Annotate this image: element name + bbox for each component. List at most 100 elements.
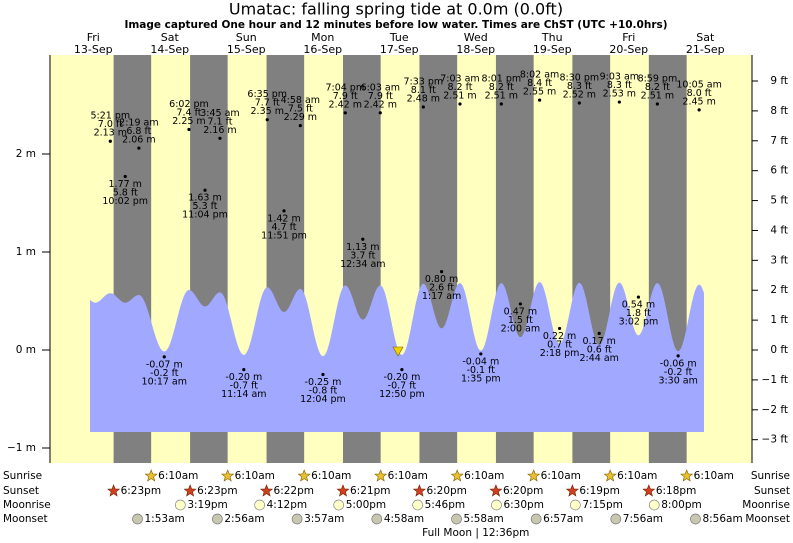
tide-point xyxy=(499,102,503,106)
tide-label: 0.47 m xyxy=(504,306,537,317)
row-label: Sunset xyxy=(754,485,790,497)
sunset-icon xyxy=(107,484,121,497)
sunset-icon xyxy=(336,484,350,497)
moonrise-icon xyxy=(412,499,423,511)
y2-tick-label: 7 ft xyxy=(770,135,788,147)
tide-label: -0.8 ft xyxy=(309,386,338,397)
tide-label: 6.8 ft xyxy=(126,126,151,137)
sunset-time: 6:19pm xyxy=(579,485,619,497)
tide-label: 8:02 am xyxy=(520,70,559,81)
sunrise-icon xyxy=(221,469,235,482)
tide-label: -0.2 ft xyxy=(150,368,179,379)
sunrise-icon xyxy=(603,469,617,482)
current-marker xyxy=(392,346,404,357)
tide-point xyxy=(265,118,269,122)
sunset-time: 6:23pm xyxy=(197,485,237,497)
tide-point xyxy=(162,355,166,359)
moonrise-time: 4:12pm xyxy=(267,499,307,511)
tide-label: 10:02 pm xyxy=(102,196,148,207)
tide-label: 2:44 am xyxy=(579,353,618,364)
sunrise-icon xyxy=(527,469,541,482)
y2-tick-label: 8 ft xyxy=(770,105,788,117)
sunrise-time: 6:10am xyxy=(235,470,275,482)
tide-label: 0.54 m xyxy=(622,300,655,311)
day-date: 14-Sep xyxy=(150,43,189,56)
tide-label: 8:59 pm xyxy=(638,74,678,85)
tide-point xyxy=(218,136,222,140)
y2-tick-label: 2 ft xyxy=(770,284,788,296)
sunset-time: 6:21pm xyxy=(350,485,390,497)
row-label: Moonset xyxy=(745,513,790,525)
tide-point xyxy=(676,354,680,358)
sunset-icon xyxy=(489,484,503,497)
tide-point xyxy=(378,111,382,115)
tide-label: 7.4 ft xyxy=(176,107,201,118)
tide-label: -0.04 m xyxy=(462,356,499,367)
tide-label: -0.20 m xyxy=(383,372,420,383)
tide-curve xyxy=(90,282,704,432)
tide-label: 1.63 m xyxy=(188,193,221,204)
sunrise-time: 6:10am xyxy=(158,470,198,482)
tide-label: 11:04 pm xyxy=(182,210,228,221)
day-date: 19-Sep xyxy=(533,43,572,56)
moonset-icon xyxy=(291,513,303,525)
sunrise-time: 6:10am xyxy=(694,470,734,482)
tide-point xyxy=(479,352,483,356)
tide-label: 2.53 m xyxy=(603,89,636,100)
moonrise-icon xyxy=(491,499,502,511)
tide-label: 2.42 m xyxy=(364,99,397,110)
tide-label: 2.52 m xyxy=(563,90,596,101)
tide-point xyxy=(557,326,562,331)
moonset-time: 2:56am xyxy=(224,513,264,525)
tide-label: -0.20 m xyxy=(225,372,262,383)
y2-tick-label: 1 ft xyxy=(770,314,788,326)
row-label: Sunrise xyxy=(3,470,42,482)
sunset-time: 6:22pm xyxy=(274,485,314,497)
row-label: Moonrise xyxy=(3,499,51,511)
day-date: 20-Sep xyxy=(609,43,648,56)
day-name: Sat xyxy=(161,31,180,44)
tide-label: 12:04 pm xyxy=(300,394,346,405)
day-date: 13-Sep xyxy=(74,43,113,56)
sunrise-icon xyxy=(374,469,388,482)
tide-label: 1.77 m xyxy=(109,179,142,190)
sunset-icon xyxy=(412,484,426,497)
tide-point xyxy=(636,295,641,299)
sunset-time: 6:23pm xyxy=(121,485,161,497)
y2-tick-label: 0 ft xyxy=(770,344,788,356)
moonset-icon xyxy=(212,513,223,525)
tide-label: 6:35 pm xyxy=(247,89,287,100)
tide-point xyxy=(697,108,701,112)
tide-label: 3:45 am xyxy=(200,108,239,119)
tide-point xyxy=(361,237,365,241)
tide-label: 2.51 m xyxy=(641,91,674,102)
tide-label: 0.80 m xyxy=(425,274,458,285)
moonset-icon xyxy=(610,513,622,525)
day-name: Fri xyxy=(622,31,635,44)
tide-label: 4:58 am xyxy=(281,95,320,106)
tide-label: 2.35 m xyxy=(251,106,284,117)
moonset-time: 1:53am xyxy=(145,513,185,525)
tide-label: 2.25 m xyxy=(172,116,205,127)
tide-label: 7.1 ft xyxy=(207,116,232,127)
tide-point xyxy=(343,111,347,115)
tide-label: 8.0 ft xyxy=(687,88,712,99)
tide-label: 2:19 am xyxy=(119,118,158,129)
y-tick-label: 2 m xyxy=(16,148,36,160)
tide-point xyxy=(518,302,522,306)
day-date: 17-Sep xyxy=(380,43,419,56)
tide-point xyxy=(321,372,325,377)
tide-label: 0.22 m xyxy=(543,331,576,342)
sunrise-icon xyxy=(450,469,464,482)
sunset-icon xyxy=(183,484,197,497)
tide-point xyxy=(617,100,621,104)
y2-tick-label: 3 ft xyxy=(770,254,788,266)
moonset-icon xyxy=(371,513,383,525)
tide-label: -0.2 ft xyxy=(664,367,693,378)
sunrise-time: 6:10am xyxy=(541,470,581,482)
tide-label: 7.0 ft xyxy=(98,119,123,130)
sunset-time: 6:20pm xyxy=(426,485,466,497)
sunrise-time: 6:10am xyxy=(464,470,504,482)
day-name: Tue xyxy=(389,31,409,44)
moonrise-time: 8:00pm xyxy=(661,499,701,511)
